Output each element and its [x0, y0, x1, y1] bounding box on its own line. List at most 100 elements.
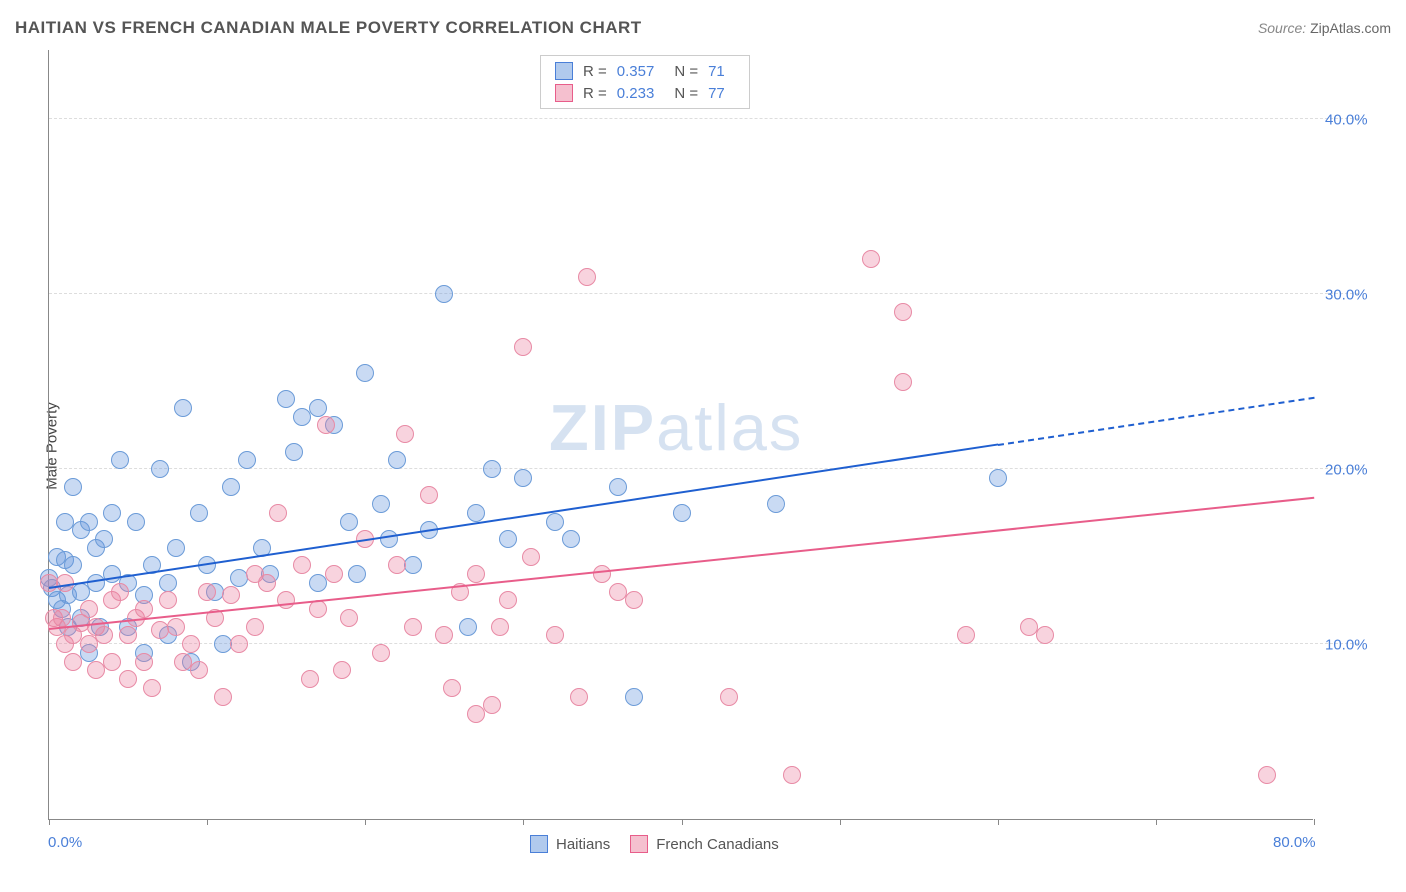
scatter-point: [1036, 626, 1054, 644]
scatter-point: [167, 618, 185, 636]
scatter-point: [95, 626, 113, 644]
scatter-point: [499, 591, 517, 609]
x-tick: [207, 819, 208, 825]
scatter-point: [420, 486, 438, 504]
r-label: R =: [583, 85, 607, 102]
scatter-point: [174, 399, 192, 417]
x-tick: [682, 819, 683, 825]
legend-swatch: [555, 84, 573, 102]
scatter-point: [64, 478, 82, 496]
scatter-point: [246, 618, 264, 636]
scatter-point: [214, 688, 232, 706]
scatter-point: [340, 609, 358, 627]
scatter-point: [459, 618, 477, 636]
scatter-point: [435, 285, 453, 303]
r-value: 0.357: [617, 63, 655, 80]
x-tick: [49, 819, 50, 825]
legend-stats: R =0.357N =71R =0.233N =77: [540, 55, 750, 109]
scatter-point: [333, 661, 351, 679]
scatter-point: [182, 635, 200, 653]
n-value: 77: [708, 85, 725, 102]
scatter-point: [989, 469, 1007, 487]
scatter-point: [80, 513, 98, 531]
chart-title: HAITIAN VS FRENCH CANADIAN MALE POVERTY …: [15, 18, 642, 38]
legend-label: Haitians: [556, 836, 610, 853]
scatter-point: [625, 688, 643, 706]
y-tick-label: 40.0%: [1325, 112, 1398, 129]
scatter-point: [111, 583, 129, 601]
legend-bottom: Haitians French Canadians: [530, 835, 779, 853]
legend-swatch: [530, 835, 548, 853]
scatter-point: [111, 451, 129, 469]
n-label: N =: [674, 85, 698, 102]
scatter-point: [64, 653, 82, 671]
x-tick: [840, 819, 841, 825]
x-tick-label: 0.0%: [48, 834, 82, 851]
scatter-point: [143, 679, 161, 697]
x-tick: [1156, 819, 1157, 825]
scatter-point: [720, 688, 738, 706]
legend-swatch: [555, 62, 573, 80]
scatter-point: [467, 504, 485, 522]
scatter-point: [435, 626, 453, 644]
scatter-point: [119, 626, 137, 644]
scatter-point: [546, 626, 564, 644]
scatter-point: [309, 399, 327, 417]
x-tick: [998, 819, 999, 825]
source-attribution: Source: ZipAtlas.com: [1258, 20, 1391, 36]
scatter-point: [957, 626, 975, 644]
r-label: R =: [583, 63, 607, 80]
scatter-point: [443, 679, 461, 697]
legend-label: French Canadians: [656, 836, 779, 853]
scatter-point: [483, 460, 501, 478]
scatter-point: [388, 451, 406, 469]
y-tick-label: 20.0%: [1325, 462, 1398, 479]
scatter-point: [673, 504, 691, 522]
scatter-point: [190, 504, 208, 522]
scatter-plot: ZIPatlas: [48, 50, 1313, 820]
legend-stats-row: R =0.233N =77: [541, 82, 749, 104]
scatter-point: [1258, 766, 1276, 784]
n-label: N =: [674, 63, 698, 80]
watermark-rest: atlas: [656, 391, 803, 464]
scatter-point: [230, 635, 248, 653]
scatter-point: [514, 469, 532, 487]
scatter-point: [222, 478, 240, 496]
x-tick: [365, 819, 366, 825]
scatter-point: [467, 565, 485, 583]
x-tick-label: 80.0%: [1273, 834, 1316, 851]
scatter-point: [562, 530, 580, 548]
trendline-dashed: [998, 397, 1315, 446]
scatter-point: [348, 565, 366, 583]
scatter-point: [894, 373, 912, 391]
scatter-point: [546, 513, 564, 531]
scatter-point: [238, 451, 256, 469]
scatter-point: [404, 618, 422, 636]
gridline: [49, 293, 1358, 294]
scatter-point: [625, 591, 643, 609]
scatter-point: [483, 696, 501, 714]
scatter-point: [593, 565, 611, 583]
watermark: ZIPatlas: [549, 390, 803, 465]
scatter-point: [293, 556, 311, 574]
scatter-point: [269, 504, 287, 522]
scatter-point: [578, 268, 596, 286]
watermark-bold: ZIP: [549, 391, 656, 464]
scatter-point: [135, 600, 153, 618]
scatter-point: [372, 644, 390, 662]
legend-swatch: [630, 835, 648, 853]
y-tick-label: 30.0%: [1325, 287, 1398, 304]
scatter-point: [388, 556, 406, 574]
scatter-point: [198, 583, 216, 601]
scatter-point: [151, 460, 169, 478]
scatter-point: [499, 530, 517, 548]
scatter-point: [340, 513, 358, 531]
y-tick-label: 10.0%: [1325, 637, 1398, 654]
scatter-point: [64, 556, 82, 574]
scatter-point: [277, 390, 295, 408]
source-label: Source:: [1258, 20, 1306, 36]
scatter-point: [570, 688, 588, 706]
scatter-point: [190, 661, 208, 679]
header-row: HAITIAN VS FRENCH CANADIAN MALE POVERTY …: [15, 18, 1391, 38]
scatter-point: [277, 591, 295, 609]
